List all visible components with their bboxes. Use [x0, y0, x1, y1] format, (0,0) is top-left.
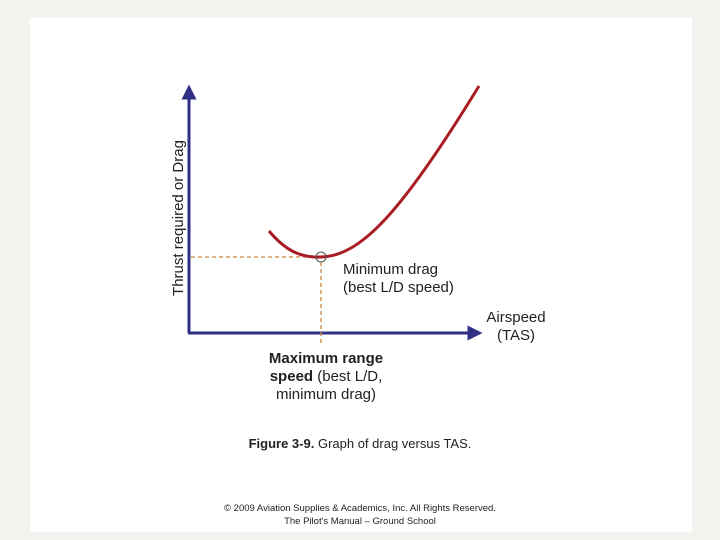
min-drag-label: Minimum drag (best L/D speed): [343, 261, 454, 296]
max-range-label: Maximum range speed (best L/D, minimum dra…: [269, 350, 383, 403]
y-axis-label: Thrust required or Drag: [170, 140, 187, 296]
footer: © 2009 Aviation Supplies & Academics, In…: [224, 503, 496, 527]
panel: [30, 18, 692, 532]
x-axis-label: Airspeed (TAS): [486, 309, 545, 344]
min-point: [315, 251, 327, 263]
caption: Figure 3-9. Graph of drag versus TAS.: [249, 436, 472, 451]
drag-curve: [267, 85, 481, 259]
